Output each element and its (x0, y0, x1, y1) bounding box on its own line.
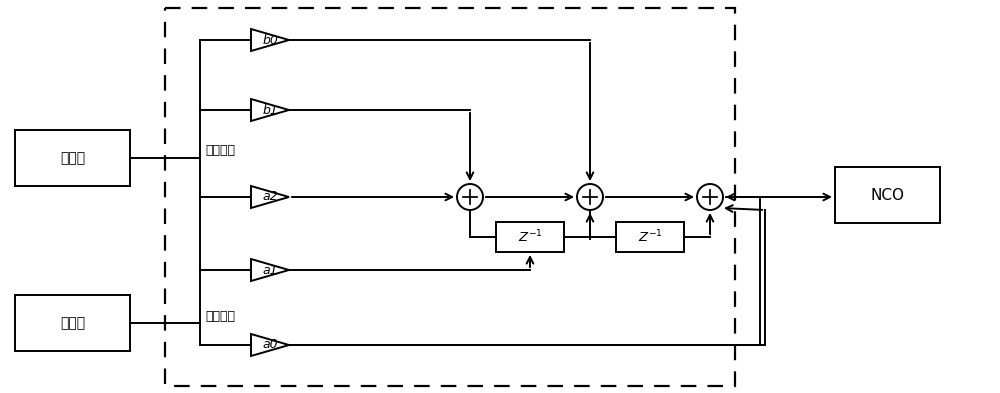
Text: a0: a0 (262, 338, 278, 351)
FancyBboxPatch shape (496, 222, 564, 252)
FancyBboxPatch shape (15, 295, 130, 351)
Text: 鉴频器: 鉴频器 (60, 151, 85, 165)
Text: a2: a2 (262, 191, 278, 204)
Text: NCO: NCO (870, 187, 904, 202)
FancyBboxPatch shape (616, 222, 684, 252)
FancyBboxPatch shape (835, 167, 940, 223)
Text: b0: b0 (262, 33, 278, 46)
FancyBboxPatch shape (15, 130, 130, 186)
Text: 频率误差: 频率误差 (205, 145, 235, 158)
Text: $Z^{-1}$: $Z^{-1}$ (638, 229, 662, 245)
Text: b1: b1 (262, 103, 278, 116)
Text: 相位误差: 相位误差 (205, 310, 235, 323)
Text: a1: a1 (262, 263, 278, 277)
Text: $Z^{-1}$: $Z^{-1}$ (518, 229, 542, 245)
Text: 鉴相器: 鉴相器 (60, 316, 85, 330)
